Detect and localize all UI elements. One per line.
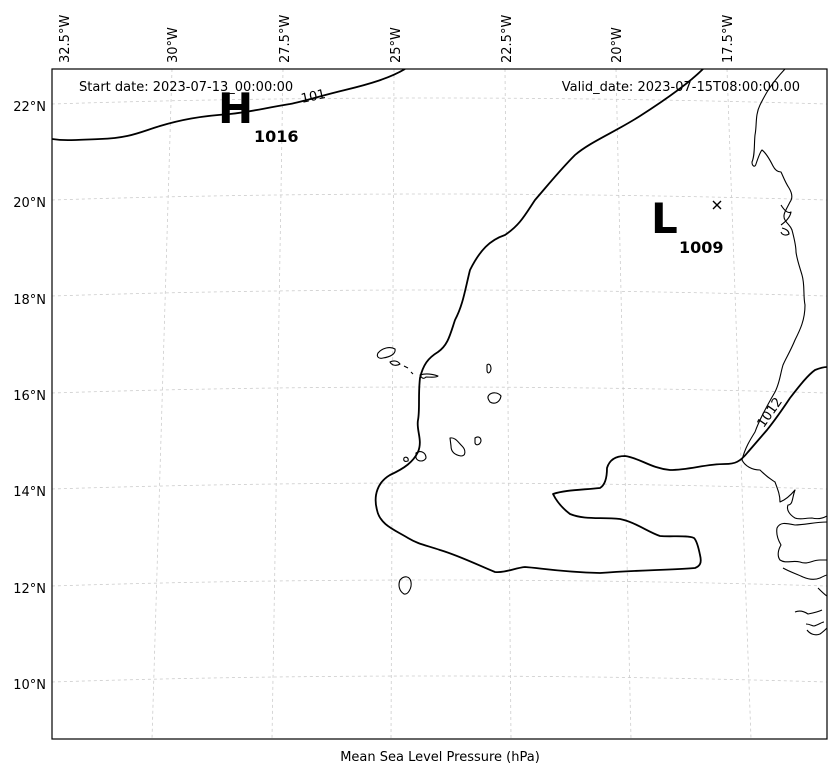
low-value: 1009	[679, 238, 724, 257]
contour-label-1016-partial: 101	[300, 87, 327, 107]
lon-label-30w: 30°W	[166, 27, 181, 63]
low-letter: L	[651, 194, 678, 243]
lon-label-25w: 25°W	[389, 27, 404, 63]
coastline-africa	[741, 69, 827, 520]
meridian-25w	[390, 69, 395, 739]
parallel-20n	[52, 193, 827, 201]
island-boa-vista	[487, 392, 502, 404]
island-santa-luzia	[403, 365, 414, 375]
isobar-1016	[52, 69, 406, 142]
latitude-labels: 22°N 20°N 18°N 16°N 14°N 12°N 10°N	[13, 100, 46, 693]
low-center-marker-icon	[712, 200, 722, 210]
map-frame	[51, 68, 828, 740]
lat-label-18n: 18°N	[13, 293, 46, 308]
meridian-30w	[151, 69, 173, 739]
meridian-22.5w	[504, 69, 512, 739]
island-maio	[474, 436, 482, 446]
high-value: 1016	[254, 127, 299, 146]
lat-label-12n: 12°N	[13, 582, 46, 597]
parallel-16n	[52, 386, 827, 394]
lat-label-14n: 14°N	[13, 485, 46, 500]
island-sao-nicolau	[419, 373, 439, 379]
coastline-africa-detail	[780, 204, 792, 236]
parallel-14n	[52, 482, 827, 490]
high-pressure-center: H 1016	[218, 84, 299, 146]
island-brava	[403, 456, 409, 462]
parallel-18n	[52, 289, 827, 297]
meridian-27.5w	[271, 69, 284, 739]
meridian-20w	[615, 69, 632, 739]
meridian-17.5w	[726, 69, 752, 739]
island-santiago	[449, 437, 466, 457]
lat-label-20n: 20°N	[13, 196, 46, 211]
parallel-10n	[52, 675, 827, 683]
longitude-labels: 32.5°W 30°W 27.5°W 25°W 22.5°W 20°W 17.5…	[58, 15, 736, 63]
island-fogo	[415, 451, 427, 462]
island-sal	[486, 363, 492, 374]
lat-label-16n: 16°N	[13, 389, 46, 404]
lon-label-17.5w: 17.5°W	[721, 15, 736, 63]
high-letter: H	[218, 84, 253, 133]
island-sao-vicente	[389, 360, 401, 366]
isobar-1012	[374, 69, 827, 574]
lat-label-10n: 10°N	[13, 678, 46, 693]
start-date: Start date: 2023-07-13_00:00:00	[79, 80, 293, 95]
lat-label-22n: 22°N	[13, 100, 46, 115]
valid-date: Valid_date: 2023-07-15T08:00:00.00	[562, 80, 800, 95]
coastline-africa-south	[776, 521, 827, 636]
parallel-22n	[52, 97, 827, 105]
island-santo-antao	[376, 347, 396, 359]
map-title: Mean Sea Level Pressure (hPa)	[340, 750, 540, 765]
map-content: 1012 101	[52, 69, 827, 636]
lon-label-32.5w: 32.5°W	[58, 15, 73, 63]
parallel-12n	[52, 579, 827, 587]
lon-label-22.5w: 22.5°W	[500, 15, 515, 63]
lon-label-20w: 20°W	[610, 27, 625, 63]
island-south	[398, 576, 412, 595]
low-pressure-center: L 1009	[651, 194, 724, 257]
lon-label-27.5w: 27.5°W	[278, 15, 293, 63]
gridlines	[52, 69, 827, 739]
